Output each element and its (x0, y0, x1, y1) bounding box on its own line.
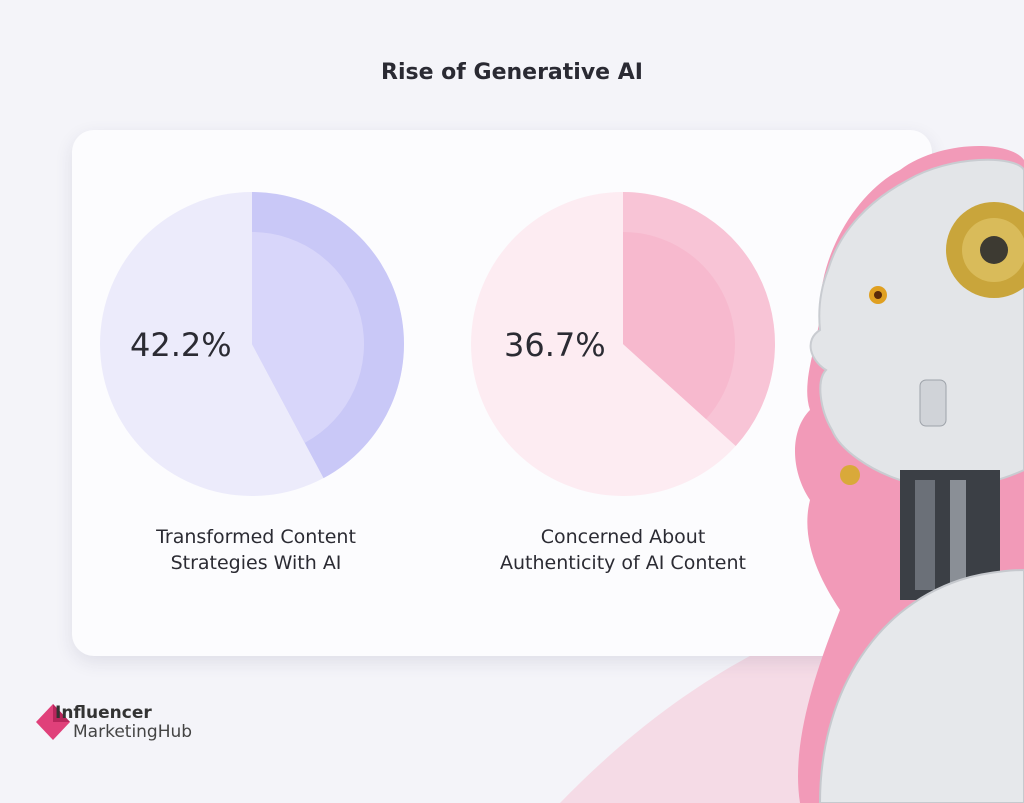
pie-1-caption-line-1: Transformed Content (156, 526, 356, 548)
pie-2-caption-line-1: Concerned About (540, 526, 706, 548)
pie-2-slice-inner (623, 232, 735, 420)
pie-2-value-label: 36.7% (504, 326, 606, 364)
pie-1-slice-inner (252, 232, 364, 443)
brand-name-top: Influencer (55, 703, 152, 723)
brand-logo-icon (36, 704, 70, 740)
pie-2-caption-line-2: Authenticity of AI Content (499, 552, 746, 574)
pie-1-svg (100, 192, 404, 496)
pie-2-svg (471, 192, 775, 496)
pie-1-value-label: 42.2% (130, 326, 232, 364)
pie-1-caption: Transformed Content Strategies With AI (96, 524, 416, 576)
pie-chart-1 (100, 192, 404, 501)
pie-chart-2 (471, 192, 775, 501)
pie-1-caption-line-2: Strategies With AI (170, 552, 342, 574)
brand-name-bottom: MarketingHub (73, 722, 193, 742)
chart-title: Rise of Generative AI (381, 60, 643, 85)
robot-illustration (795, 146, 1024, 803)
pie-2-caption: Concerned About Authenticity of AI Conte… (463, 524, 783, 576)
